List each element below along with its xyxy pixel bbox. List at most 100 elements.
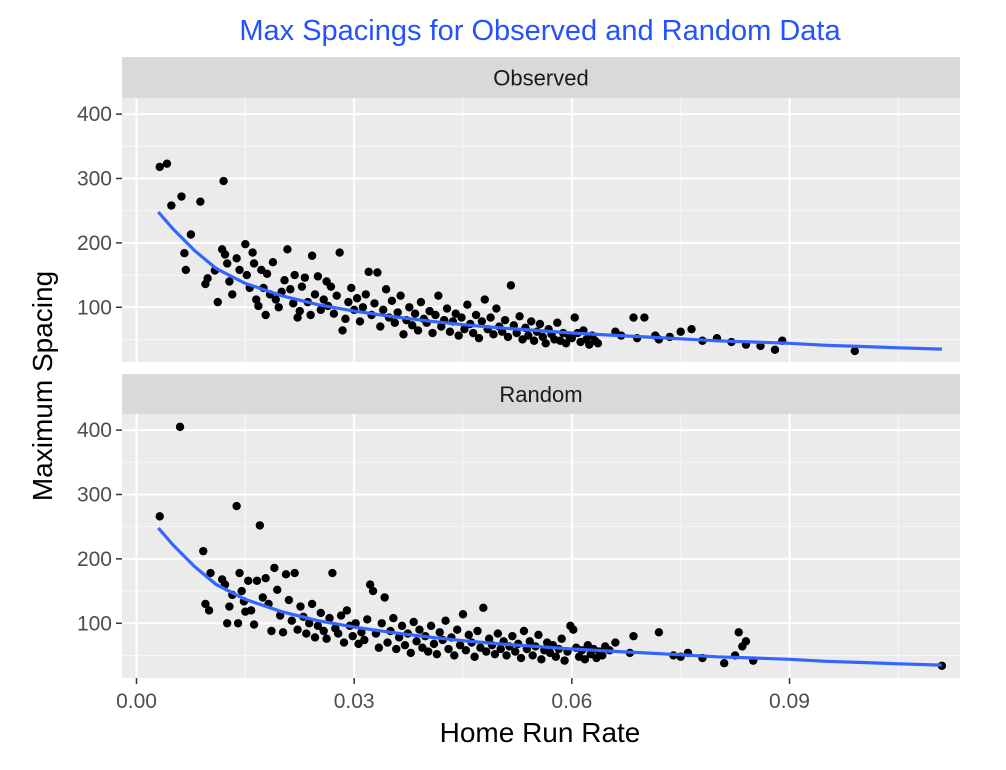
data-point	[199, 546, 208, 556]
data-point	[399, 330, 408, 339]
data-point	[508, 631, 517, 641]
data-point	[461, 646, 471, 655]
data-point	[355, 317, 365, 326]
data-point	[167, 201, 176, 210]
data-point	[365, 580, 375, 589]
data-point	[335, 248, 344, 257]
data-point	[232, 254, 241, 263]
data-point	[450, 651, 459, 660]
data-point	[225, 277, 234, 286]
smooth-trend-line	[157, 210, 942, 351]
data-point	[364, 267, 373, 277]
data-point	[289, 299, 298, 308]
data-point	[287, 616, 296, 625]
data-point	[387, 296, 397, 306]
data-point	[242, 270, 251, 280]
data-point	[293, 313, 302, 322]
data-point	[406, 648, 415, 658]
data-point	[569, 625, 578, 634]
data-point	[306, 310, 315, 320]
data-point	[431, 310, 440, 320]
data-point	[435, 628, 444, 637]
data-point	[201, 599, 210, 609]
data-point	[358, 303, 368, 312]
data-point	[442, 304, 452, 313]
data-point	[423, 647, 433, 656]
data-point	[557, 634, 566, 643]
data-point	[687, 324, 696, 334]
data-point	[474, 333, 484, 343]
data-point	[374, 643, 384, 652]
data-point	[463, 300, 472, 309]
data-point	[268, 257, 278, 267]
data-point	[453, 625, 462, 634]
data-point	[304, 619, 314, 628]
data-point	[270, 563, 279, 573]
data-point	[460, 324, 469, 334]
data-point	[580, 655, 590, 664]
y-tick-label: 200	[77, 548, 112, 571]
data-point	[480, 295, 489, 304]
data-point	[206, 568, 215, 578]
data-point	[344, 297, 353, 307]
data-point	[360, 635, 369, 645]
data-point	[261, 310, 270, 320]
data-point	[511, 647, 520, 656]
data-point	[363, 615, 372, 624]
data-point	[561, 339, 571, 348]
data-point	[281, 570, 291, 579]
data-point	[307, 599, 317, 609]
data-point	[676, 327, 685, 336]
data-point	[328, 568, 337, 578]
data-point	[434, 291, 443, 300]
data-point	[519, 626, 529, 636]
data-point	[271, 295, 281, 304]
data-point	[500, 315, 510, 325]
data-point	[249, 259, 259, 268]
x-tick-label: 0.06	[551, 690, 592, 713]
data-point	[267, 626, 276, 636]
data-point	[310, 290, 320, 299]
data-point	[524, 331, 533, 340]
data-point	[223, 619, 232, 628]
data-point	[284, 595, 294, 605]
data-point	[541, 339, 550, 348]
data-point	[850, 346, 859, 356]
y-tick-label: 100	[77, 296, 112, 319]
data-point	[560, 656, 569, 665]
data-point	[410, 309, 420, 318]
data-point	[525, 637, 534, 646]
data-point	[477, 317, 487, 326]
y-tick-label: 200	[77, 232, 112, 255]
data-point	[468, 328, 478, 338]
data-point	[570, 313, 579, 322]
data-point	[437, 322, 446, 331]
data-point	[254, 301, 263, 311]
data-point	[394, 633, 404, 642]
data-point	[378, 305, 388, 315]
data-point	[181, 265, 191, 275]
data-point	[455, 640, 465, 650]
data-point	[479, 603, 488, 613]
data-point	[719, 658, 729, 668]
y-tick-label: 400	[77, 103, 112, 126]
data-point	[397, 621, 407, 631]
data-point	[220, 250, 230, 259]
data-point	[252, 576, 262, 585]
data-point	[241, 239, 250, 249]
data-point	[537, 655, 546, 664]
data-point	[506, 281, 516, 290]
data-point	[180, 248, 189, 258]
data-point	[445, 327, 455, 336]
data-point	[155, 512, 164, 521]
data-point	[223, 259, 232, 268]
data-point	[392, 644, 401, 654]
panels-group: Observed 100 200 300 400 Random 100 200 300 400	[77, 57, 960, 678]
data-point	[280, 276, 289, 285]
chart-title: Max Spacings for Observed and Random Dat…	[239, 15, 841, 47]
facet-strip	[122, 57, 960, 98]
data-point	[300, 273, 310, 282]
data-point	[534, 630, 543, 640]
data-point	[553, 318, 562, 327]
data-point	[196, 197, 205, 206]
